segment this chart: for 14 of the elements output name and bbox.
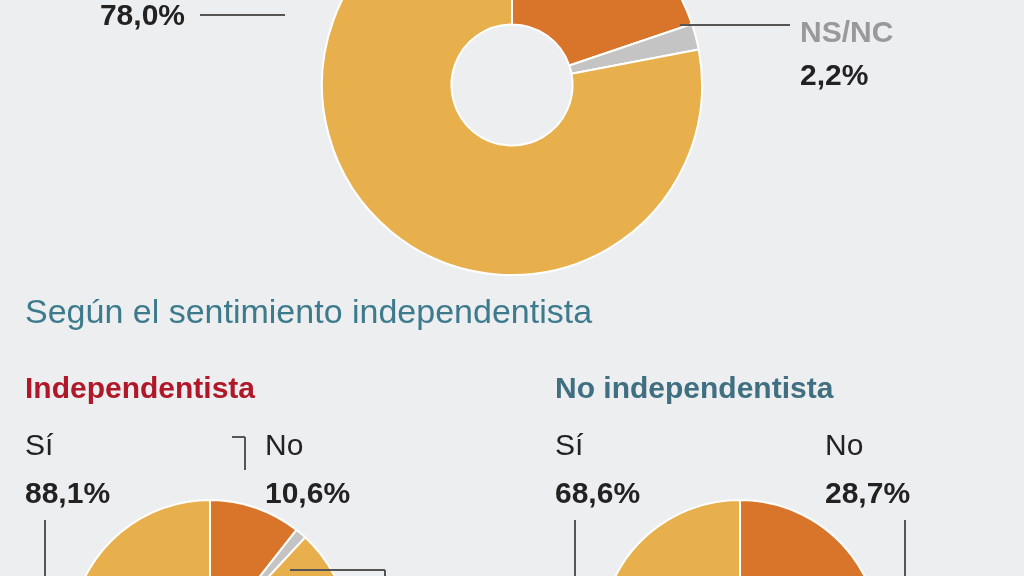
slice-label: No — [825, 428, 864, 461]
data-label: 28,7% — [825, 476, 911, 509]
data-label: 88,1% — [25, 476, 111, 509]
data-label: 68,6% — [555, 476, 641, 509]
data-label: 10,6% — [265, 476, 351, 509]
slice-label: No — [265, 428, 304, 461]
slice-label: Sí — [555, 428, 585, 461]
slice-label: Sí — [25, 428, 55, 461]
chart-title: No independentista — [555, 371, 834, 404]
text: Según el sentimiento independentista — [25, 292, 593, 331]
data-label: 2,2% — [800, 58, 869, 91]
slice-label: NS/NC — [800, 15, 894, 48]
chart-title: Independentista — [25, 371, 256, 404]
data-label: 78,0% — [99, 0, 185, 31]
